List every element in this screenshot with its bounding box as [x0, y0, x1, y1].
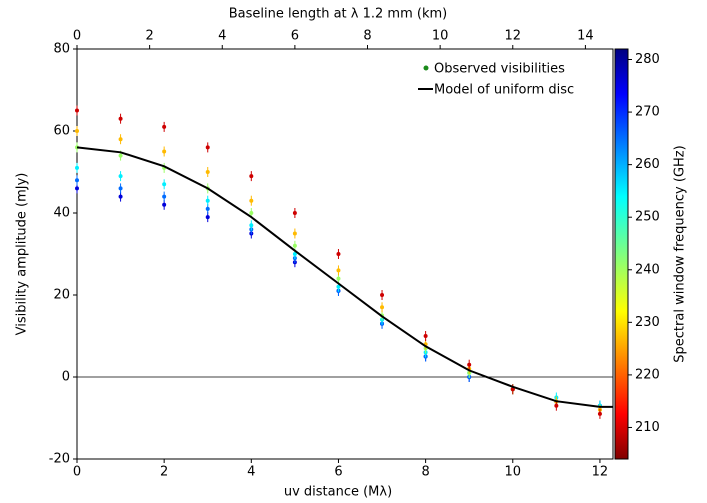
visibility-point — [162, 124, 167, 129]
x2-tick-label: 10 — [432, 29, 449, 44]
colorbar-tick-label: 280 — [635, 52, 660, 67]
x-tick-label: 12 — [592, 465, 609, 480]
y-tick-label: 60 — [53, 124, 70, 139]
visibility-point — [336, 284, 341, 289]
legend-label: Observed visibilities — [434, 62, 565, 77]
legend-label: Model of uniform disc — [434, 83, 574, 98]
colorbar-label: Spectral window frequency (GHz) — [673, 145, 688, 362]
visibility-point — [118, 116, 123, 121]
colorbar-tick-label: 250 — [635, 210, 660, 225]
visibility-point — [380, 293, 385, 297]
plot-frame — [76, 48, 614, 460]
visibility-point — [249, 174, 254, 179]
visibility-point — [205, 170, 210, 174]
visibility-point — [467, 362, 472, 367]
visibility-point — [162, 202, 167, 207]
legend-marker — [423, 65, 429, 71]
x-tick-label: 4 — [247, 465, 255, 480]
x2-tick-label: 4 — [218, 29, 226, 44]
visibility-point — [75, 108, 79, 113]
visibility-point — [292, 243, 297, 248]
visibility-point — [162, 194, 167, 199]
visibility-point — [75, 186, 79, 191]
visibility-point — [249, 211, 254, 215]
y-tick-label: 80 — [53, 42, 70, 57]
y-tick-label: 40 — [53, 206, 70, 221]
visibility-point — [118, 153, 123, 158]
visibility-point — [205, 206, 210, 211]
colorbar-tick-label: 220 — [635, 367, 660, 382]
x-axis-label: uv distance (Mλ) — [284, 485, 392, 500]
y-tick-label: 0 — [62, 370, 70, 385]
colorbar-tick-label: 240 — [635, 262, 660, 277]
x2-axis-label: Baseline length at λ 1.2 mm (km) — [229, 7, 447, 22]
visibility-point — [292, 252, 297, 256]
x2-tick-label: 12 — [504, 29, 521, 44]
visibility-point — [249, 223, 254, 228]
x-tick-label: 10 — [504, 465, 521, 480]
visibility-point — [162, 149, 167, 154]
visibility-point — [205, 198, 210, 203]
colorbar-tick-label: 210 — [635, 420, 660, 435]
visibility-point — [336, 268, 341, 273]
x2-tick-label: 14 — [577, 29, 594, 44]
visibility-point — [336, 276, 341, 281]
visibility-point — [510, 387, 515, 392]
x2-tick-label: 2 — [145, 29, 153, 44]
colorbar-tick-label: 270 — [635, 105, 660, 120]
visibility-point — [205, 215, 210, 220]
visibility-point — [423, 334, 428, 338]
visibility-point — [597, 411, 602, 416]
model-line — [76, 146, 613, 408]
x-tick-label: 6 — [334, 465, 342, 480]
colorbar-tick-label: 260 — [635, 157, 660, 172]
visibility-point — [118, 174, 123, 179]
visibility-point — [554, 403, 559, 408]
visibility-point — [249, 198, 254, 203]
colorbar — [614, 48, 629, 460]
visibility-point — [292, 211, 297, 215]
visibility-point — [205, 145, 210, 150]
visibility-point — [118, 194, 123, 199]
x-tick-label: 8 — [421, 465, 429, 480]
visibility-point — [380, 305, 385, 310]
x-tick-label: 0 — [73, 465, 81, 480]
visibility-point — [336, 252, 341, 256]
x-tick-label: 2 — [160, 465, 168, 480]
x2-tick-label: 8 — [363, 29, 371, 44]
x2-tick-label: 6 — [291, 29, 299, 44]
y-tick-label: -20 — [49, 452, 70, 467]
colorbar-tick-label: 230 — [635, 315, 660, 330]
x2-tick-label: 0 — [73, 29, 81, 44]
visibility-point — [118, 186, 123, 191]
visibility-point — [75, 178, 79, 183]
y-axis-label: Visibility amplitude (mJy) — [15, 173, 30, 336]
visibility-point — [75, 165, 79, 170]
y-tick-label: 20 — [53, 288, 70, 303]
visibility-point — [162, 182, 167, 187]
visibility-point — [118, 137, 123, 142]
visibility-point — [75, 129, 79, 133]
visibility-point — [292, 231, 297, 236]
